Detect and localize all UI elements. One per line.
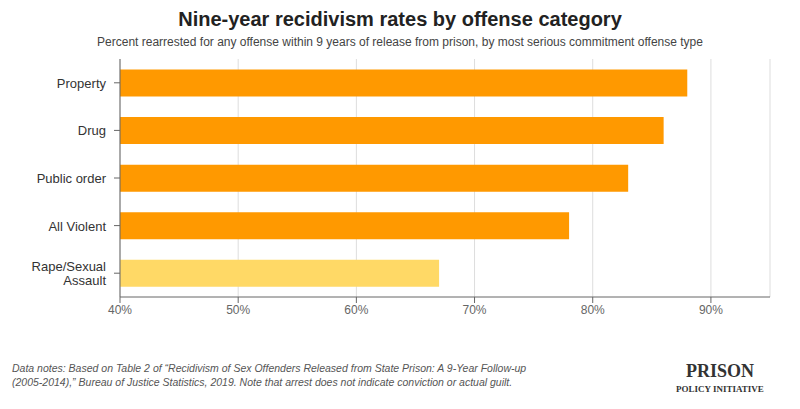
html-text:Percent rearrested for any off: Percent rearrested for any offense withi…: [97, 35, 703, 49]
svg-text:70%: 70%: [463, 303, 487, 317]
html-text:(2005-2014),” Bureau of Justic: (2005-2014),” Bureau of Justice Statisti…: [12, 376, 513, 388]
svg-text:Rape/SexualAssault: Rape/SexualAssault: [32, 259, 107, 288]
html-text:POLICY INITIATIVE: POLICY INITIATIVE: [676, 384, 764, 394]
svg-text:60%: 60%: [344, 303, 368, 317]
html-text:Nine-year recidivism rates by: Nine-year recidivism rates by offense ca…: [178, 8, 622, 30]
svg-text:40%: 40%: [108, 303, 132, 317]
svg-text:50%: 50%: [226, 303, 250, 317]
svg-text:80%: 80%: [581, 303, 605, 317]
svg-text:Public order: Public order: [37, 171, 107, 186]
svg-text:Drug: Drug: [78, 123, 106, 138]
svg-text:Property: Property: [57, 75, 107, 90]
svg-text:90%: 90%: [699, 303, 723, 317]
html-text:PRISON: PRISON: [686, 361, 754, 381]
svg-text:All Violent: All Violent: [48, 218, 106, 233]
html-text:Data notes: Based on Table 2 o: Data notes: Based on Table 2 of “Recidiv…: [12, 362, 527, 374]
